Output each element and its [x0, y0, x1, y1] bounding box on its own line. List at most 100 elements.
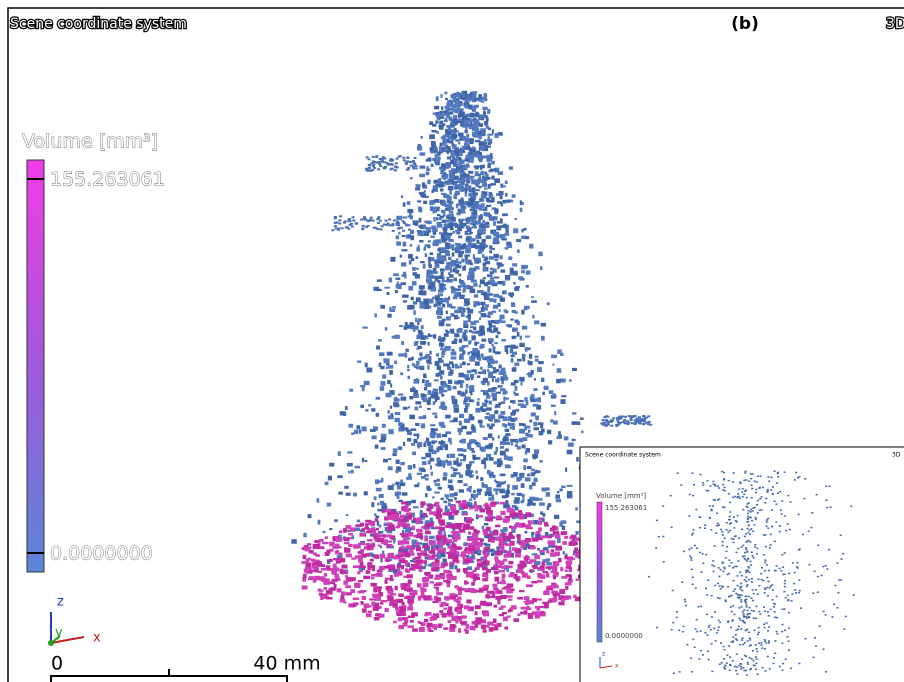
- particle: [808, 564, 810, 566]
- particle: [450, 264, 453, 266]
- particle: [441, 280, 447, 282]
- particle: [492, 367, 496, 369]
- particle: [723, 478, 725, 480]
- particle: [755, 644, 757, 646]
- particle: [631, 422, 634, 424]
- particle: [761, 509, 763, 511]
- particle: [459, 489, 464, 492]
- particle: [566, 566, 572, 568]
- particle: [487, 517, 493, 521]
- particle: [813, 657, 815, 659]
- particle: [376, 528, 379, 531]
- particle: [462, 556, 465, 559]
- particle: [431, 428, 435, 433]
- particle: [575, 507, 578, 510]
- particle: [700, 571, 702, 573]
- particle: [459, 474, 463, 477]
- particle: [437, 537, 440, 542]
- particle: [348, 218, 351, 220]
- particle: [512, 485, 518, 490]
- particle: [525, 477, 531, 481]
- particle: [416, 547, 421, 551]
- particle: [536, 416, 538, 420]
- particle: [303, 533, 306, 537]
- particle: [738, 488, 740, 490]
- particle: [364, 381, 370, 385]
- particle: [542, 392, 545, 395]
- particle: [351, 470, 354, 474]
- particle: [471, 377, 473, 380]
- particle: [718, 626, 720, 628]
- particle: [375, 445, 379, 449]
- particle: [740, 666, 742, 668]
- particle: [455, 102, 460, 107]
- particle: [642, 423, 645, 425]
- particle: [502, 213, 508, 216]
- particle: [561, 576, 567, 579]
- particle: [726, 662, 728, 664]
- particle: [405, 568, 408, 572]
- particle: [744, 472, 746, 474]
- particle: [510, 319, 513, 321]
- particle: [439, 150, 441, 152]
- particle: [364, 603, 370, 608]
- particle: [504, 455, 508, 460]
- particle: [431, 130, 436, 132]
- particle: [403, 202, 406, 207]
- particle: [423, 560, 427, 564]
- particle: [830, 506, 832, 508]
- particle: [557, 436, 561, 439]
- particle: [711, 643, 713, 645]
- particle: [764, 589, 766, 591]
- particle: [398, 555, 404, 557]
- particle: [464, 629, 467, 632]
- particle: [469, 461, 474, 463]
- particle: [385, 580, 388, 584]
- particle: [432, 271, 438, 274]
- particle: [458, 480, 463, 483]
- particle: [386, 292, 389, 295]
- particle: [737, 515, 739, 517]
- particle: [741, 659, 743, 661]
- particle: [739, 571, 741, 573]
- particle: [405, 349, 408, 352]
- particle: [544, 604, 549, 609]
- particle: [750, 509, 752, 511]
- particle: [751, 597, 753, 599]
- particle: [510, 271, 513, 274]
- particle: [396, 221, 399, 223]
- particle: [386, 559, 390, 562]
- particle: [757, 512, 759, 514]
- particle: [429, 575, 433, 578]
- particle: [747, 640, 749, 642]
- particle: [747, 513, 749, 515]
- particle: [488, 184, 491, 189]
- particle: [485, 494, 487, 496]
- particle: [413, 506, 419, 508]
- particle: [459, 254, 463, 257]
- particle: [423, 299, 429, 304]
- particle: [447, 111, 450, 114]
- particle: [447, 610, 452, 614]
- particle: [404, 508, 410, 512]
- particle: [717, 499, 719, 501]
- particle: [418, 318, 422, 322]
- particle: [464, 330, 468, 333]
- particle: [717, 523, 719, 525]
- particle: [747, 503, 749, 505]
- particle: [464, 201, 466, 205]
- particle: [363, 576, 370, 579]
- particle: [798, 663, 800, 665]
- particle: [442, 203, 447, 205]
- particle: [540, 535, 547, 537]
- particle: [502, 495, 508, 498]
- particle: [655, 547, 657, 549]
- particle: [739, 498, 741, 500]
- particle: [401, 587, 406, 589]
- particle: [712, 560, 714, 562]
- particle: [500, 482, 504, 485]
- particle: [452, 175, 454, 179]
- particle: [516, 512, 523, 515]
- particle: [345, 575, 348, 577]
- particle: [384, 608, 388, 612]
